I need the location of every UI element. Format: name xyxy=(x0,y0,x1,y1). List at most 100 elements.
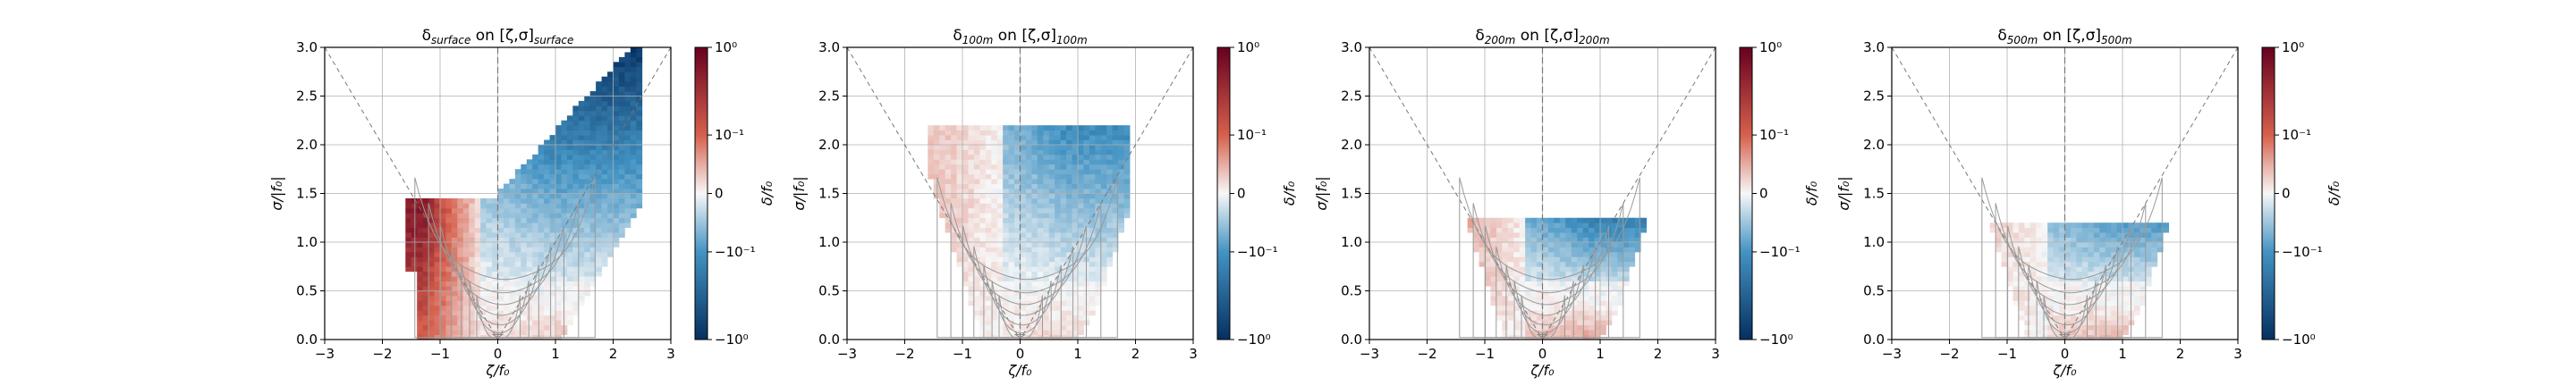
heatmap-cell xyxy=(555,295,562,301)
heatmap-cell xyxy=(1072,130,1079,136)
heatmap-cell xyxy=(1473,247,1479,253)
heatmap-cell xyxy=(480,256,487,263)
heatmap-cell xyxy=(2041,324,2048,331)
heatmap-cell xyxy=(526,183,533,189)
heatmap-cell xyxy=(991,324,998,331)
heatmap-cell xyxy=(1060,227,1067,233)
heatmap-cell xyxy=(2064,251,2072,257)
heatmap-cell xyxy=(1629,232,1636,238)
heatmap-cell xyxy=(566,310,573,316)
heatmap-cell xyxy=(1003,203,1009,209)
heatmap-cell xyxy=(2070,232,2077,238)
heatmap-cell xyxy=(1048,203,1055,209)
heatmap-cell xyxy=(514,179,521,184)
heatmap-cell xyxy=(2059,227,2065,233)
heatmap-cell xyxy=(2047,266,2054,273)
heatmap-cell xyxy=(411,207,418,214)
heatmap-cell xyxy=(2093,330,2100,335)
heatmap-cell xyxy=(549,315,556,321)
heatmap-cell xyxy=(1112,139,1119,146)
heatmap-cell xyxy=(1078,281,1084,287)
heatmap-cell xyxy=(636,62,643,68)
heatmap-cell xyxy=(607,115,614,122)
heatmap-cell xyxy=(991,300,998,306)
heatmap-cell xyxy=(996,164,1004,170)
heatmap-cell xyxy=(411,203,418,209)
heatmap-cell xyxy=(428,217,435,223)
heatmap-cell xyxy=(578,179,585,184)
heatmap-cell xyxy=(2099,271,2106,277)
heatmap-cell xyxy=(951,197,957,204)
heatmap-cell xyxy=(1525,227,1531,233)
heatmap-cell xyxy=(1008,305,1015,311)
heatmap-cell xyxy=(601,197,608,204)
heatmap-cell xyxy=(596,145,602,150)
heatmap-cell xyxy=(956,242,963,248)
heatmap-cell xyxy=(1014,261,1021,267)
heatmap-cell xyxy=(589,222,597,229)
heatmap-cell xyxy=(549,324,556,331)
heatmap-cell xyxy=(1594,266,1601,273)
heatmap-cell xyxy=(991,197,998,204)
heatmap-cell xyxy=(1496,237,1503,243)
colorbar-tick-label: 10⁻¹ xyxy=(1237,127,1267,143)
heatmap-cell xyxy=(630,86,637,92)
heatmap-cell xyxy=(486,227,493,233)
heatmap-cell xyxy=(962,183,969,189)
heatmap-cell xyxy=(451,310,458,316)
heatmap-cell xyxy=(480,310,487,316)
heatmap-cell xyxy=(2105,286,2112,291)
heatmap-cell xyxy=(933,154,940,160)
heatmap-cell xyxy=(1095,130,1102,136)
colorbar-tick-label: 10⁰ xyxy=(715,39,737,55)
heatmap-cell xyxy=(979,305,987,311)
heatmap-cell xyxy=(1072,320,1079,326)
heatmap-cell xyxy=(2024,266,2031,273)
heatmap-cell xyxy=(2105,261,2112,267)
heatmap-cell xyxy=(2157,232,2164,238)
heatmap-cell xyxy=(939,125,946,131)
heatmap-cell xyxy=(1100,164,1107,170)
heatmap-cell xyxy=(521,247,528,253)
heatmap-cell xyxy=(1594,261,1601,267)
heatmap-cell xyxy=(1589,295,1595,301)
heatmap-cell xyxy=(503,266,510,273)
heatmap-cell xyxy=(1571,281,1578,287)
heatmap-cell xyxy=(1089,276,1096,281)
heatmap-cell xyxy=(2053,330,2060,335)
heatmap-cell xyxy=(1072,169,1079,175)
heatmap-cell xyxy=(1055,130,1062,136)
heatmap-cell xyxy=(549,251,556,257)
x-tick-label: 0 xyxy=(1538,346,1547,362)
heatmap-cell xyxy=(624,183,631,189)
heatmap-cell xyxy=(445,330,453,335)
heatmap-cell xyxy=(618,173,625,180)
heatmap-cell xyxy=(991,237,998,243)
y-tick-label: 0.5 xyxy=(1341,283,1362,299)
heatmap-cell xyxy=(951,179,957,184)
heatmap-cell xyxy=(1519,261,1526,267)
heatmap-cell xyxy=(1542,305,1549,311)
heatmap-cell xyxy=(1095,232,1102,238)
heatmap-cell xyxy=(486,237,493,243)
heatmap-cell xyxy=(1078,305,1084,311)
heatmap-cell xyxy=(549,266,556,273)
heatmap-cell xyxy=(589,281,597,287)
x-tick-label: 1 xyxy=(1073,346,1082,362)
heatmap-cell xyxy=(1513,315,1521,321)
heatmap-cell xyxy=(440,213,446,219)
heatmap-cell xyxy=(2053,290,2060,297)
heatmap-cell xyxy=(457,281,464,287)
heatmap-cell xyxy=(624,81,631,87)
heatmap-cell xyxy=(509,330,516,335)
heatmap-cell xyxy=(1055,193,1062,199)
heatmap-cell xyxy=(544,183,550,189)
heatmap-cell xyxy=(2064,232,2072,238)
heatmap-cell xyxy=(996,222,1004,229)
heatmap-cell xyxy=(1519,247,1526,253)
heatmap-cell xyxy=(1490,247,1497,253)
heatmap-cell xyxy=(1473,227,1479,233)
heatmap-cell xyxy=(589,169,597,175)
heatmap-cell xyxy=(2076,286,2083,291)
heatmap-cell xyxy=(1594,271,1601,277)
